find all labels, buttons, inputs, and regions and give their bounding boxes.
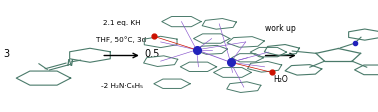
Text: 3: 3 <box>4 49 10 59</box>
Text: 0.5: 0.5 <box>145 49 160 59</box>
Text: -2 H₂N·C₆H₅: -2 H₂N·C₆H₅ <box>101 82 143 88</box>
Text: 2.1 eq. KH: 2.1 eq. KH <box>103 19 140 25</box>
Text: H₂O: H₂O <box>273 74 288 83</box>
Text: work up: work up <box>265 24 296 32</box>
Text: N: N <box>67 59 73 68</box>
Text: THF, 50°C, 3d: THF, 50°C, 3d <box>96 36 147 43</box>
